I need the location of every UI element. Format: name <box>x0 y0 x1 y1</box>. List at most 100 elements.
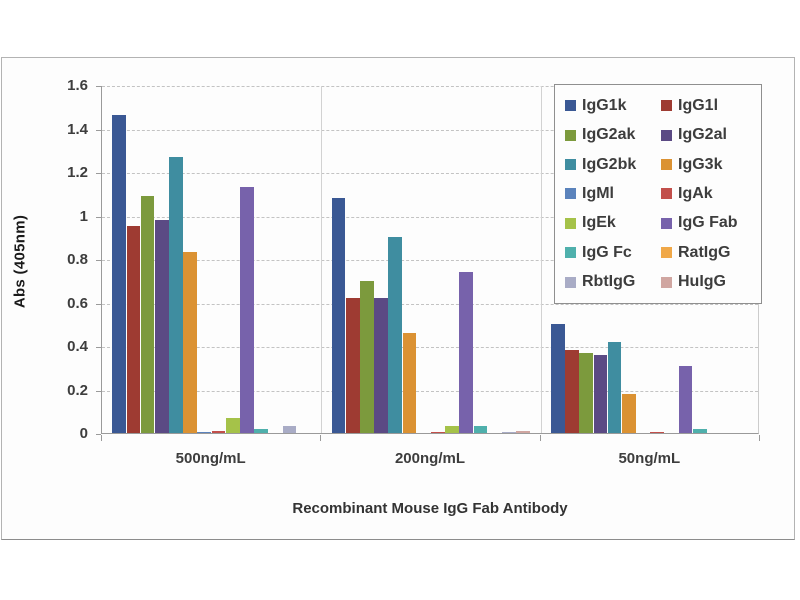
bar-IgG2al-50ng/mL <box>593 354 608 433</box>
legend-item-IgG-Fc: IgG Fc <box>565 239 661 267</box>
category-label-50ng/mL: 50ng/mL <box>618 450 681 467</box>
x-axis-title: Recombinant Mouse IgG Fab Antibody <box>292 500 568 517</box>
y-tick-label: 0.6 <box>67 294 88 312</box>
bar-IgG1l-200ng/mL <box>345 298 360 433</box>
y-axis-tick <box>96 390 101 392</box>
y-axis-tick <box>96 347 101 348</box>
bar-IgAk-200ng/mL <box>431 431 445 433</box>
legend-swatch-icon <box>565 247 576 259</box>
bar-IgG-Fc-200ng/mL <box>473 426 488 433</box>
legend-item-IgMl: IgMl <box>565 180 661 208</box>
legend-item-IgG-Fab: IgG Fab <box>661 209 757 237</box>
y-tick-label: 0.2 <box>67 381 88 399</box>
legend-item-IgEk: IgEk <box>565 209 661 237</box>
legend-label: IgEk <box>582 214 616 232</box>
legend-label: IgG1k <box>582 96 627 114</box>
gridline-0.6 <box>102 303 758 305</box>
gridline-0.4 <box>102 347 758 348</box>
bar-IgMl-500ng/mL <box>197 431 212 433</box>
legend-item-IgG1l: IgG1l <box>661 92 757 120</box>
bar-IgG1k-200ng/mL <box>331 198 346 433</box>
legend-item-IgG3k: IgG3k <box>661 151 757 179</box>
category-label-200ng/mL: 200ng/mL <box>394 450 465 467</box>
legend-swatch-icon <box>661 188 672 200</box>
gridline-1.4 <box>102 129 758 131</box>
bar-IgG-Fc-500ng/mL <box>254 428 268 433</box>
legend-swatch-icon <box>565 217 576 229</box>
y-axis-tick <box>96 260 101 261</box>
bar-IgG2bk-500ng/mL <box>169 156 183 433</box>
legend-item-IgG2al: IgG2al <box>661 121 757 149</box>
legend-label: IgG2ak <box>582 126 636 144</box>
bar-IgG3k-500ng/mL <box>183 252 197 433</box>
legend-swatch-icon <box>565 159 576 171</box>
y-tick-label: 0 <box>79 425 88 442</box>
gridline-0.8 <box>102 260 758 261</box>
x-axis-tick <box>101 435 102 441</box>
legend-label: IgG Fc <box>582 243 632 261</box>
bar-IgG3k-50ng/mL <box>621 393 636 433</box>
gridline-1 <box>102 216 758 218</box>
bar-IgG1k-500ng/mL <box>112 115 127 433</box>
bar-IgG1l-50ng/mL <box>565 350 579 433</box>
y-axis-tick <box>96 216 101 218</box>
x-axis-tick <box>320 435 322 441</box>
y-tick-label: 1.4 <box>67 120 88 138</box>
legend-item-IgG1k: IgG1k <box>565 92 661 120</box>
gridline-1.2 <box>102 173 758 174</box>
legend-swatch-icon <box>565 188 576 200</box>
legend-label: IgG2bk <box>582 155 637 173</box>
legend-label: IgAk <box>678 184 713 202</box>
y-axis-tick <box>96 303 101 305</box>
legend-swatch-icon <box>661 276 672 288</box>
legend-swatch-icon <box>565 129 576 141</box>
bar-IgG2bk-200ng/mL <box>388 237 403 433</box>
gridline-1.6 <box>102 86 758 87</box>
category-label-500ng/mL: 500ng/mL <box>175 450 246 467</box>
legend-swatch-icon <box>661 217 672 229</box>
bar-HuIgG-200ng/mL <box>516 430 530 433</box>
y-tick-label: 1.2 <box>67 164 88 181</box>
legend-label: HuIgG <box>678 273 726 291</box>
group-separator <box>540 86 542 433</box>
antibody-elisa-chart: Abs (405nm) 0 0.2 0.4 0.6 0.8 1 1.2 1.4 1.6 500n… <box>1 57 795 540</box>
bar-IgEk-200ng/mL <box>445 426 459 433</box>
legend-swatch-icon <box>565 276 576 288</box>
bar-IgG2ak-500ng/mL <box>140 195 155 433</box>
legend: IgG1k IgG1l IgG2ak IgG2al IgG2bk IgG3k IgMl IgA… <box>554 84 762 304</box>
legend-swatch-icon <box>661 247 672 259</box>
x-axis-tick <box>539 435 541 441</box>
bar-IgG3k-200ng/mL <box>402 332 417 433</box>
bar-IgG2ak-200ng/mL <box>360 280 374 433</box>
bar-IgG2al-500ng/mL <box>154 219 169 433</box>
gridline-0.2 <box>102 390 758 392</box>
legend-label: IgMl <box>582 184 614 202</box>
bar-IgG2ak-50ng/mL <box>579 352 594 433</box>
legend-item-RbtIgG: RbtIgG <box>565 268 661 296</box>
y-axis-tick <box>96 129 101 131</box>
bar-RbtIgG-500ng/mL <box>282 426 297 433</box>
legend-label: RbtIgG <box>582 273 636 291</box>
bar-IgG-Fab-500ng/mL <box>240 187 254 433</box>
bar-IgAk-50ng/mL <box>650 431 664 433</box>
legend-item-IgG2ak: IgG2ak <box>565 121 661 149</box>
y-tick-label: 0.8 <box>67 251 88 268</box>
group-separator <box>321 86 323 433</box>
y-axis-tick <box>96 173 101 174</box>
legend-swatch-icon <box>661 159 672 171</box>
bar-IgG2al-200ng/mL <box>374 298 388 433</box>
legend-label: IgG2al <box>678 126 727 144</box>
bar-RbtIgG-200ng/mL <box>501 431 516 433</box>
bar-IgG2bk-50ng/mL <box>607 341 622 433</box>
y-tick-label: 0.4 <box>67 338 88 355</box>
legend-label: IgG Fab <box>678 214 738 232</box>
x-axis-tick <box>759 435 760 441</box>
legend-item-IgG2bk: IgG2bk <box>565 151 661 179</box>
y-axis-title: Abs (405nm) <box>11 214 29 309</box>
legend-swatch-icon <box>565 100 576 112</box>
bar-IgG1l-500ng/mL <box>126 226 141 433</box>
y-axis-tick <box>96 86 101 87</box>
legend-item-RatIgG: RatIgG <box>661 239 757 267</box>
legend-item-HuIgG: HuIgG <box>661 268 757 296</box>
y-axis-tick <box>96 434 101 435</box>
